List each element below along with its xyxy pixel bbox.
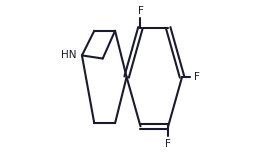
Text: F: F [194, 72, 200, 82]
Text: F: F [165, 139, 171, 149]
Text: HN: HN [61, 51, 77, 60]
Text: F: F [138, 6, 143, 16]
